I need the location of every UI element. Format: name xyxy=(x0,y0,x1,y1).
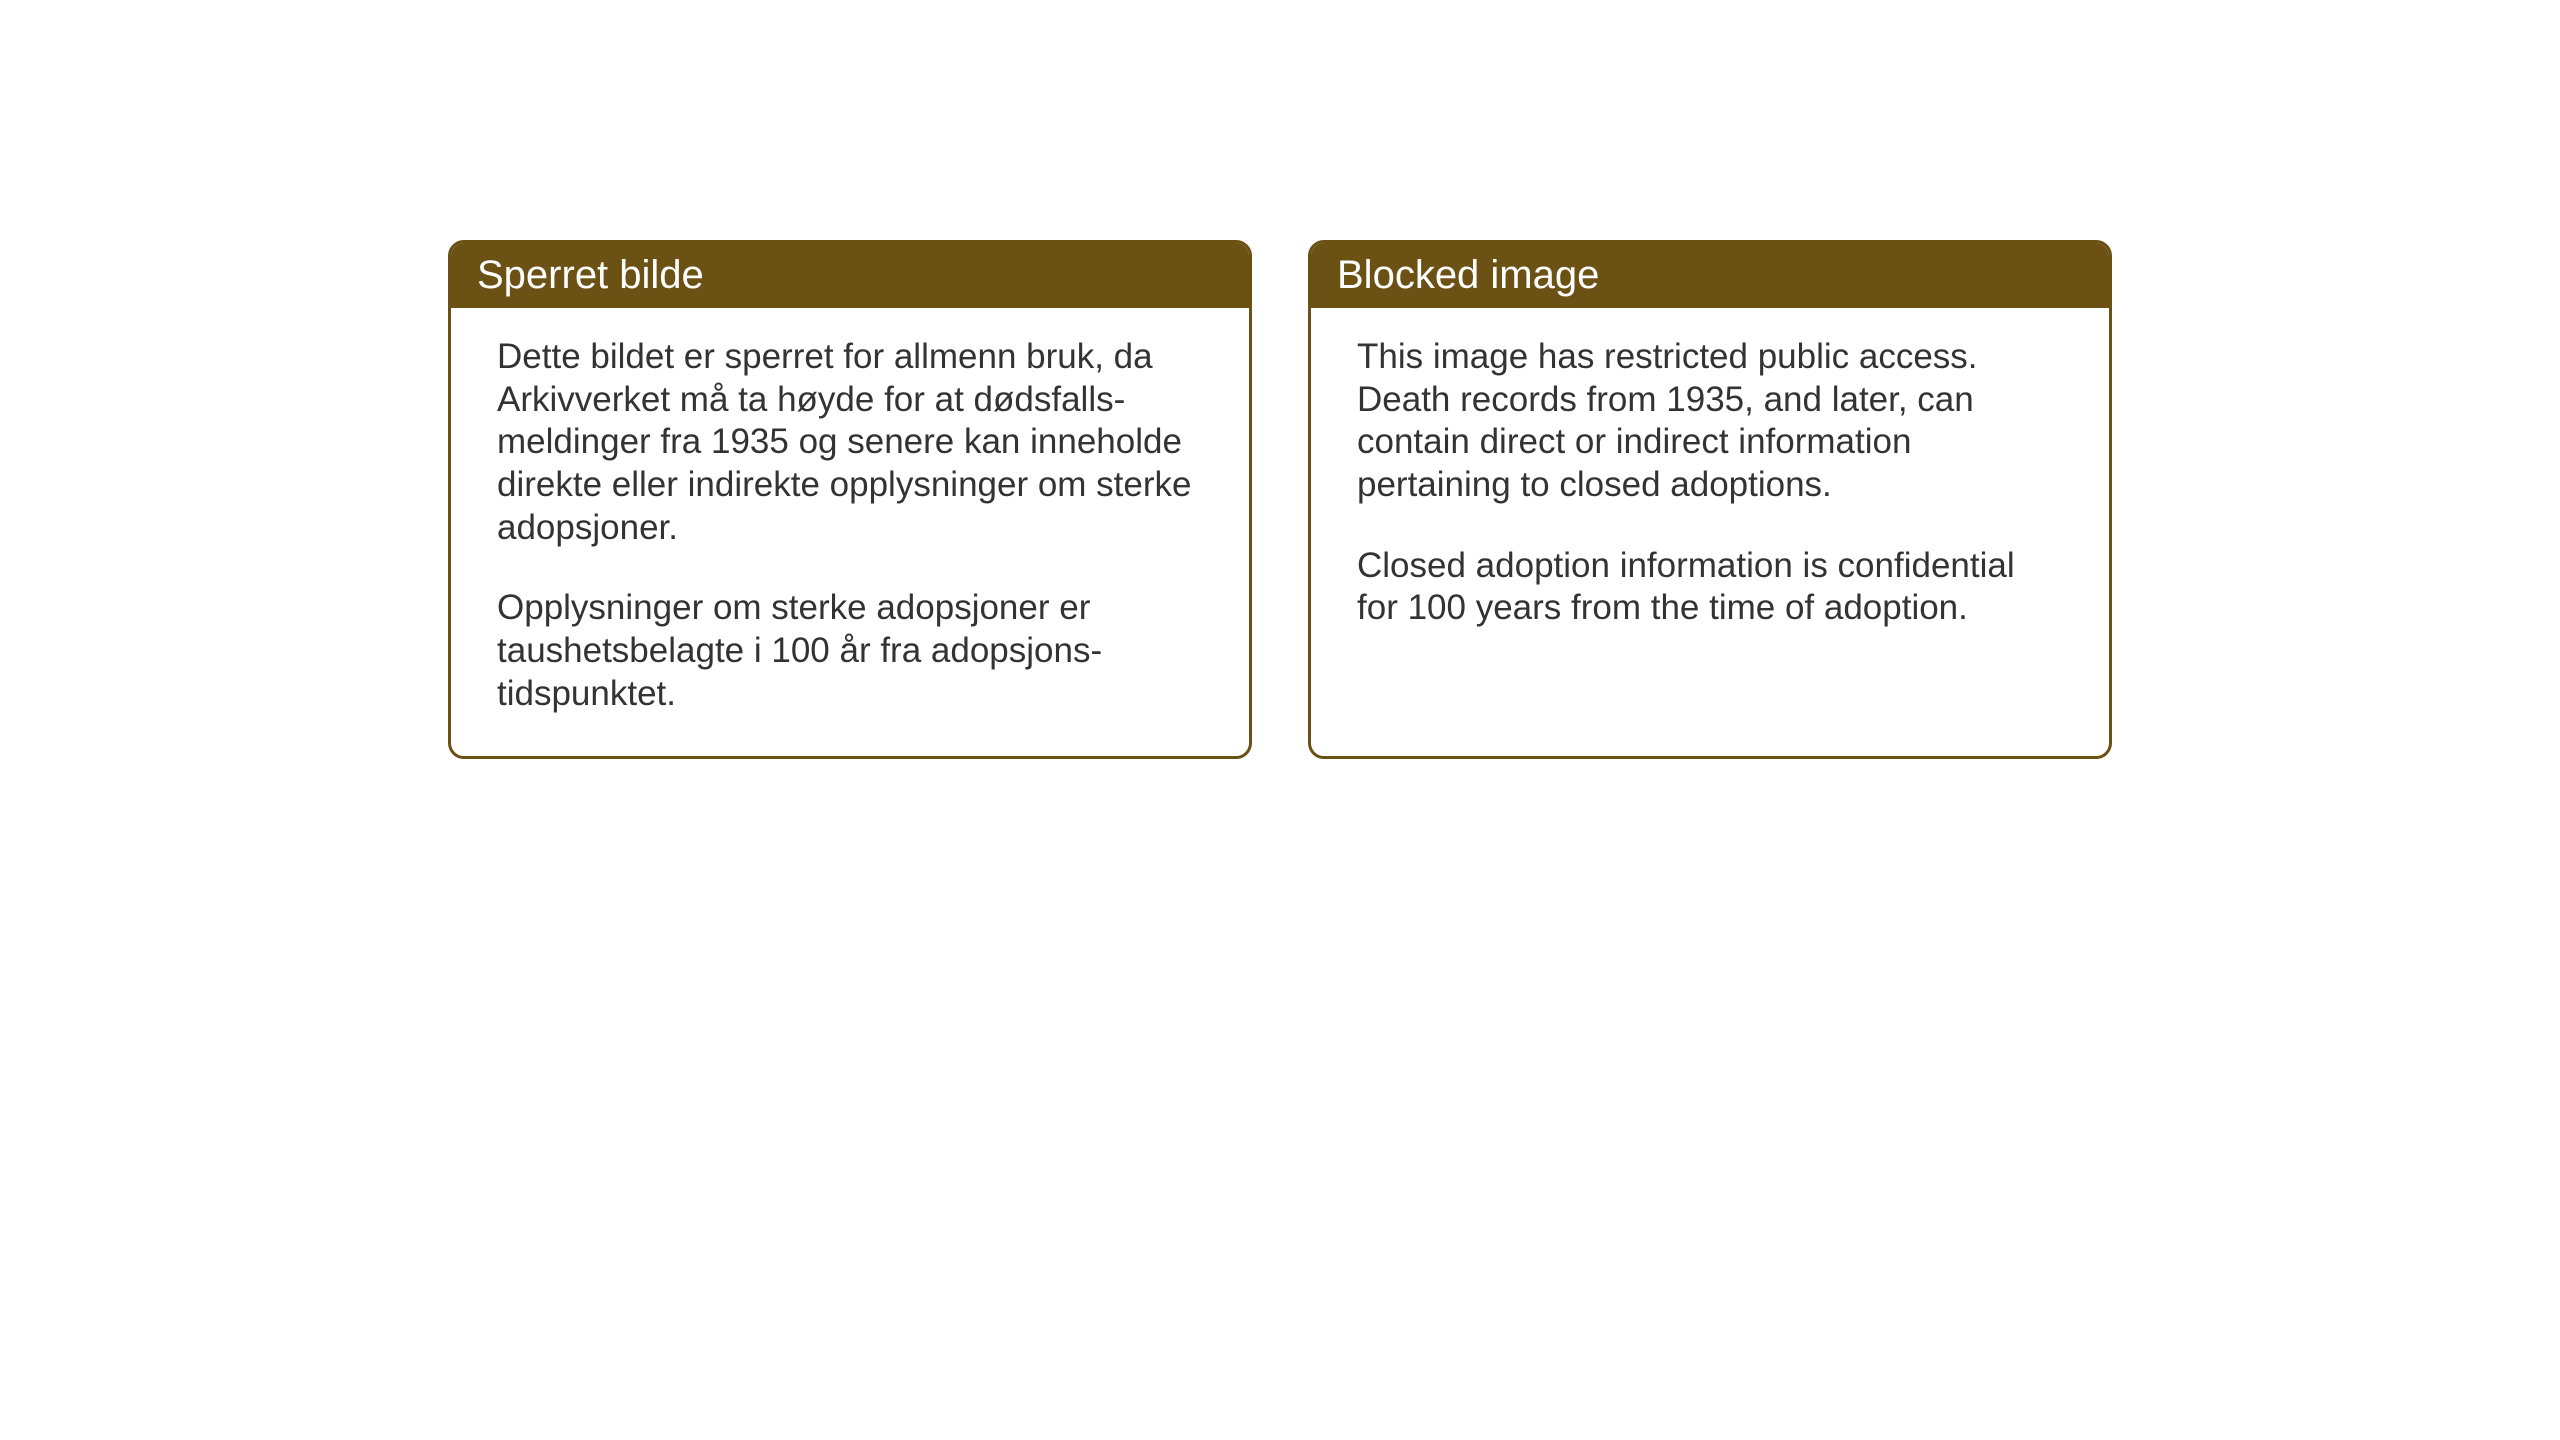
notice-cards-container: Sperret bilde Dette bildet er sperret fo… xyxy=(448,240,2112,759)
card-body-norwegian: Dette bildet er sperret for allmenn bruk… xyxy=(451,308,1249,756)
card-paragraph-2-norwegian: Opplysninger om sterke adopsjoner er tau… xyxy=(497,587,1203,715)
card-title-english: Blocked image xyxy=(1337,253,1599,297)
notice-card-english: Blocked image This image has restricted … xyxy=(1308,240,2112,759)
card-paragraph-1-norwegian: Dette bildet er sperret for allmenn bruk… xyxy=(497,336,1203,549)
card-header-norwegian: Sperret bilde xyxy=(451,243,1249,308)
card-title-norwegian: Sperret bilde xyxy=(477,253,704,297)
card-paragraph-2-english: Closed adoption information is confident… xyxy=(1357,545,2063,630)
card-body-english: This image has restricted public access.… xyxy=(1311,308,2109,740)
card-header-english: Blocked image xyxy=(1311,243,2109,308)
notice-card-norwegian: Sperret bilde Dette bildet er sperret fo… xyxy=(448,240,1252,759)
card-paragraph-1-english: This image has restricted public access.… xyxy=(1357,336,2063,507)
